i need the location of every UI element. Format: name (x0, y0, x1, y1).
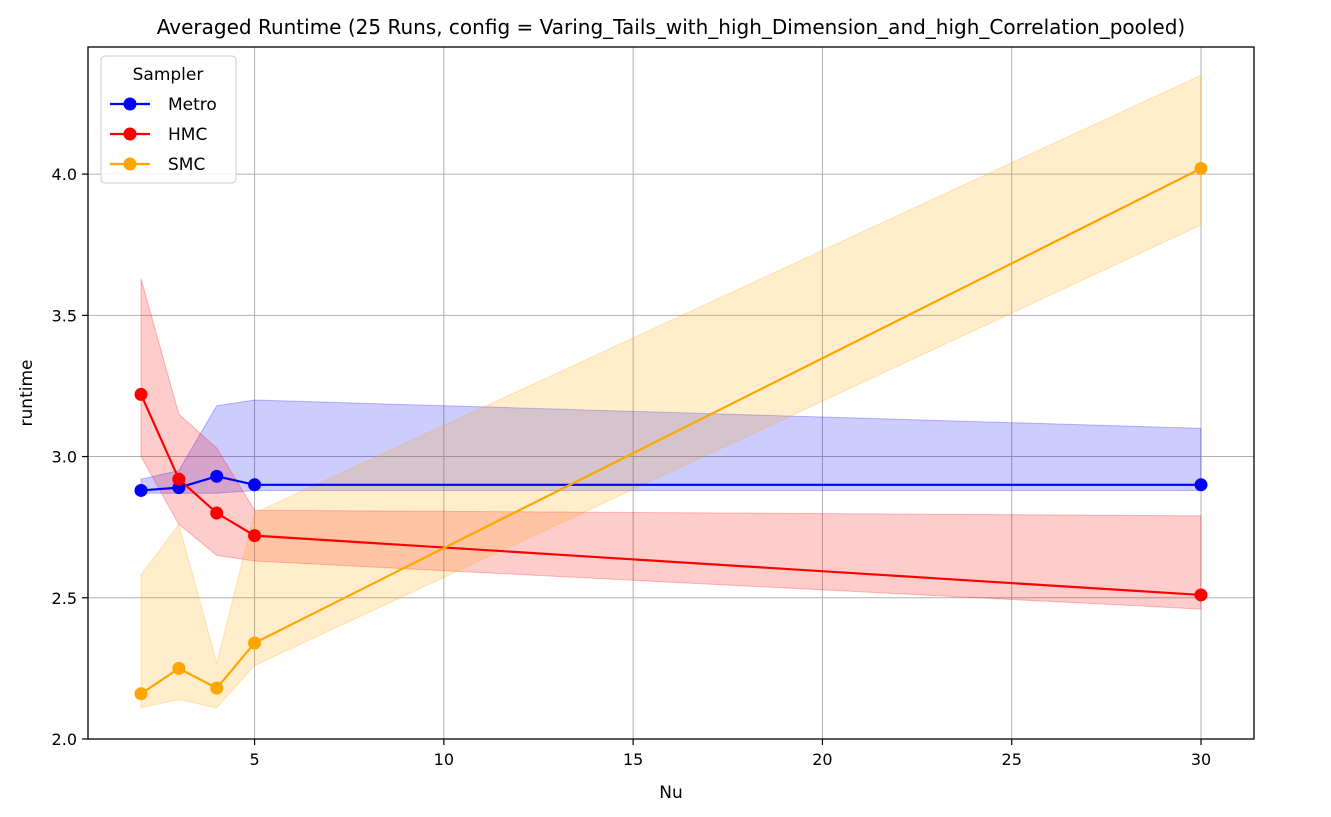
hmc-point (210, 506, 224, 520)
legend-title: Sampler (133, 65, 204, 85)
x-tick-label: 30 (1191, 750, 1211, 769)
x-axis-ticks: 5 10 15 20 25 30 (249, 739, 1211, 769)
y-tick-label: 2.5 (52, 589, 77, 608)
y-axis-ticks: 2.0 2.5 3.0 3.5 4.0 (52, 165, 88, 749)
x-tick-label: 15 (623, 750, 643, 769)
legend-entries: Metro HMC SMC (110, 95, 217, 175)
legend-hmc-marker (123, 127, 137, 141)
metro-point (1194, 478, 1208, 492)
legend-metro-label: Metro (168, 95, 217, 115)
hmc-point (1194, 588, 1208, 602)
x-tick-label: 25 (1002, 750, 1022, 769)
smc-band (140, 74, 1202, 709)
legend-smc-marker (123, 157, 137, 171)
metro-point (210, 469, 224, 483)
x-axis-label: Nu (659, 783, 683, 803)
chart-title: Averaged Runtime (25 Runs, config = Vari… (157, 15, 1185, 39)
hmc-point (248, 529, 262, 543)
x-tick-label: 5 (249, 750, 259, 769)
x-tick-label: 10 (434, 750, 454, 769)
metro-point (248, 478, 262, 492)
metro-point (134, 483, 148, 497)
y-tick-label: 2.0 (52, 730, 77, 749)
hmc-band (140, 278, 1202, 610)
legend-metro-marker (123, 97, 137, 111)
legend: Sampler Metro HMC SMC (100, 55, 237, 184)
y-tick-label: 4.0 (52, 165, 77, 184)
confidence-bands (140, 74, 1202, 709)
y-tick-label: 3.0 (52, 448, 77, 467)
smc-point (172, 661, 186, 675)
plot-frame (87, 46, 1255, 740)
y-tick-label: 3.5 (52, 306, 77, 325)
hmc-point (134, 387, 148, 401)
smc-point (134, 687, 148, 701)
hmc-point (172, 472, 186, 486)
legend-hmc-label: HMC (168, 125, 207, 145)
x-tick-label: 20 (812, 750, 832, 769)
smc-point (210, 681, 224, 695)
series-markers (134, 161, 1208, 701)
smc-point (248, 636, 262, 650)
y-axis-label: runtime (17, 360, 37, 427)
legend-box (100, 55, 237, 184)
smc-point (1194, 161, 1208, 175)
legend-smc-label: SMC (168, 155, 205, 175)
